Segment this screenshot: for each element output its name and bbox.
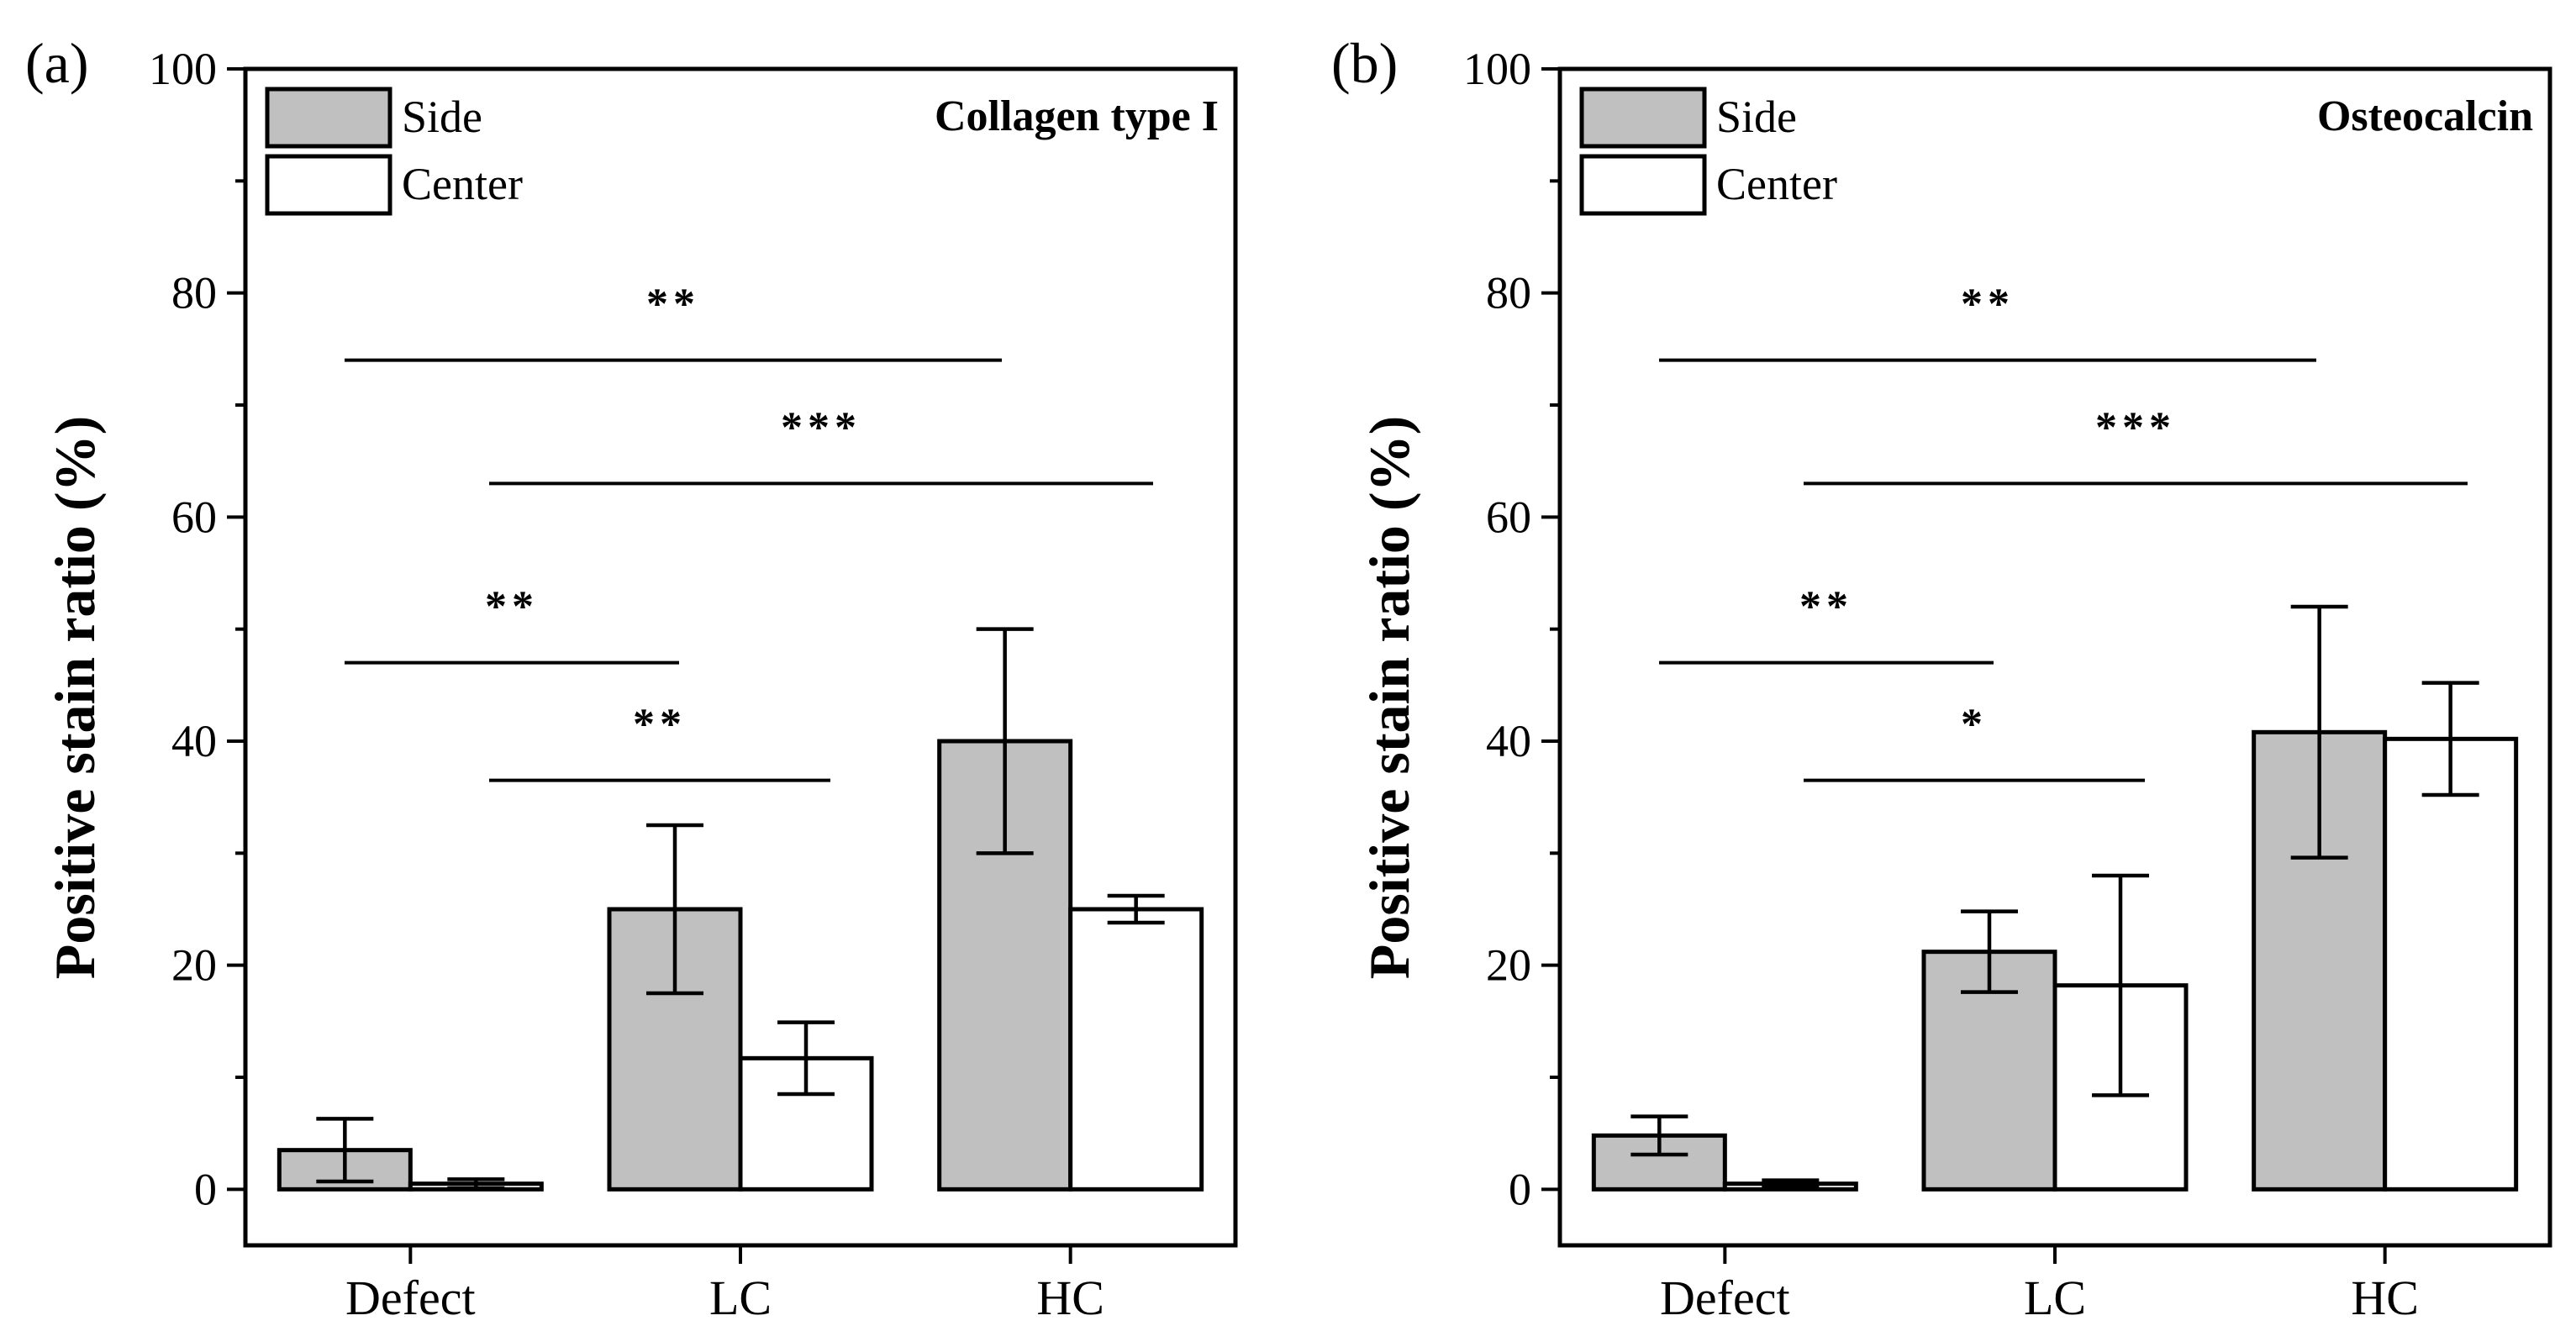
panel-a-ytick-label: 0 (194, 1164, 217, 1214)
panel-a-legend: Side Center (265, 87, 523, 216)
panel-b-ytick-label: 80 (1486, 268, 1531, 318)
panel-a-errorbar-side-hc (976, 627, 1034, 855)
panel-a-errorbar-center-defect (447, 1177, 505, 1191)
panel-b-legend-swatch-side (1579, 87, 1707, 149)
panel-b-legend: Side Center (1579, 87, 1837, 216)
panel-a-label: (a) (25, 31, 88, 95)
panel-a-errorbar-center-hc (1107, 893, 1165, 925)
panel-a-category-label-defect: Defect (345, 1271, 476, 1322)
panel-b-category-label-hc: HC (2351, 1271, 2419, 1322)
panel-a-significance-label: ** (633, 701, 687, 749)
panel-b-errorbar-side-defect (1630, 1114, 1688, 1157)
panel-b-ytick-label: 40 (1486, 716, 1531, 766)
panel-a-errorbar-center-lc (777, 1020, 835, 1097)
panel-b-title: Osteocalcin (2317, 92, 2533, 140)
panel-a-legend-side: Side (402, 92, 482, 142)
panel-a-ytick-label: 100 (149, 44, 217, 94)
panel-b-legend-side: Side (1716, 92, 1797, 142)
panel-b-significance-label: ** (1799, 583, 1853, 631)
panel-a-category-label-hc: HC (1036, 1271, 1104, 1322)
panel-a-y-axis-label: Positive stain ratio (%) (43, 416, 107, 979)
panel-a-errorbar-side-lc (646, 823, 703, 996)
panel-b-y-axis-label: Positive stain ratio (%) (1357, 416, 1421, 979)
panel-b-errorbar-center-defect (1762, 1178, 1820, 1189)
panel-a-legend-swatch-center (265, 154, 392, 216)
panel-a-category-label-lc: LC (709, 1271, 772, 1322)
panel-a-significance-label: ** (646, 281, 700, 329)
panel-b-category-label-lc: LC (2024, 1271, 2086, 1322)
panel-b-ytick-label: 60 (1486, 492, 1531, 542)
panel-a-ytick-label: 40 (171, 716, 217, 766)
panel-a-legend-center: Center (402, 159, 523, 209)
panel-b-label: (b) (1331, 31, 1398, 95)
panel-b-significance-label: ** (1961, 281, 2015, 329)
panel-b-errorbar-center-hc (2421, 681, 2479, 797)
panel-a-ytick-label: 60 (171, 492, 217, 542)
panel-b-ytick-label: 20 (1486, 940, 1531, 991)
panel-b-errorbar-center-lc (2092, 873, 2149, 1097)
panel-b-category-label-defect: Defect (1660, 1271, 1790, 1322)
panel-a-title: Collagen type I (935, 92, 1219, 140)
panel-b-errorbar-side-lc (1961, 909, 2018, 994)
panel-b-legend-swatch-center (1579, 154, 1707, 216)
panel-b-significance-label: * (1961, 701, 1988, 749)
panel-a-ytick-label: 80 (171, 268, 217, 318)
panel-a-legend-swatch-side (265, 87, 392, 149)
panel-a-errorbar-side-defect (316, 1117, 374, 1184)
panel-b-ytick-label: 0 (1509, 1164, 1531, 1214)
panel-b: (b) Positive stain ratio (%) Osteocalcin… (1331, 31, 2552, 1325)
panel-a-significance-label: ** (485, 583, 539, 631)
panel-b-bar-center-hc (2383, 736, 2519, 1192)
panel-a: (a) Positive stain ratio (%) Collagen ty… (25, 31, 1238, 1325)
panel-a-significance-label: *** (781, 403, 861, 451)
panel-b-legend-center: Center (1716, 159, 1837, 209)
panel-b-errorbar-side-hc (2290, 604, 2348, 860)
panel-a-bar-center-hc (1068, 907, 1204, 1192)
panel-a-ytick-label: 20 (171, 940, 217, 991)
panel-b-ytick-label: 100 (1463, 44, 1531, 94)
panel-b-significance-label: *** (2095, 403, 2176, 451)
